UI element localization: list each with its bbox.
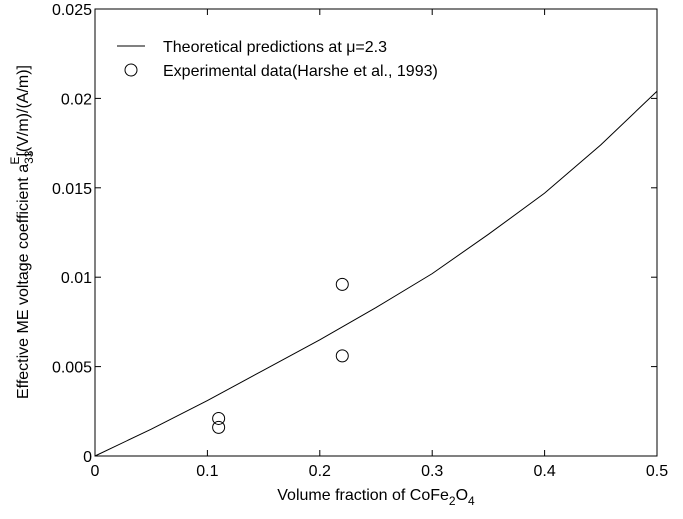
curve (94, 90, 658, 457)
data-point (335, 349, 349, 363)
y-label-part: Effective ME voltage coefficient a (15, 164, 32, 399)
x-label-sub: 4 (468, 494, 475, 508)
y-tick-label: 0.02 (61, 91, 92, 108)
data-point (212, 411, 226, 425)
x-tick-label: 0.2 (309, 463, 331, 480)
x-label-part: Volume fraction of CoFe (277, 487, 449, 504)
y-label-sub: 33 (22, 150, 36, 164)
y-label-part: [(V/m)/(A/m)] (15, 65, 32, 157)
x-tick-label: 0.5 (646, 463, 668, 480)
axes-box (94, 8, 658, 457)
data-point (335, 277, 349, 291)
y-tick-label: 0.005 (52, 360, 92, 377)
x-tick-label: 0.3 (421, 463, 443, 480)
x-tick-label: 0.1 (196, 463, 218, 480)
y-axis-label: Effective ME voltage coefficient a33E[(V… (8, 65, 36, 399)
x-axis-label: Volume fraction of CoFe2O4 (277, 487, 475, 508)
x-label-sub: 2 (449, 494, 456, 508)
x-tick-label: 0.4 (533, 463, 555, 480)
x-label-part: O (456, 487, 468, 504)
x-tick-label: 0 (91, 463, 100, 480)
y-label-sup: E (8, 157, 22, 165)
y-tick-label: 0.025 (52, 2, 92, 19)
legend-label: Experimental data(Harshe et al., 1993) (163, 63, 438, 80)
legend-marker (124, 63, 138, 77)
y-tick-label: 0 (83, 449, 92, 466)
data-point (212, 420, 226, 434)
y-tick-label: 0.01 (61, 270, 92, 287)
legend-label: Theoretical predictions at μ=2.3 (163, 39, 387, 56)
y-tick-label: 0.015 (52, 181, 92, 198)
